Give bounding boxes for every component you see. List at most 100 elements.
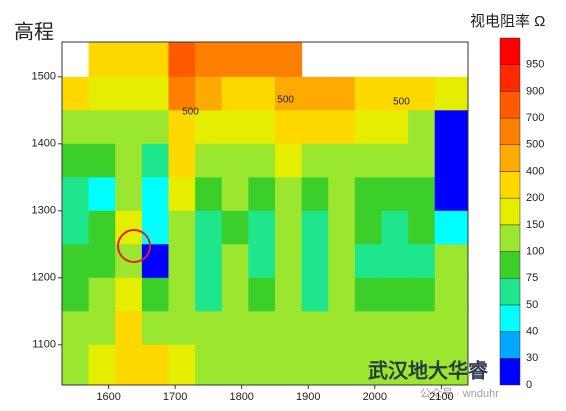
cell [434, 244, 469, 279]
cell [88, 210, 116, 245]
colorbar-title: 视电阻率 Ω [470, 13, 545, 30]
cell [408, 277, 436, 312]
cell [274, 76, 303, 111]
colorbar-box [499, 251, 521, 279]
x-tick-label: 2000 [363, 391, 387, 403]
cell [115, 42, 143, 78]
cell [168, 110, 196, 145]
cell [301, 76, 329, 111]
cell [62, 210, 90, 245]
cell [168, 42, 196, 78]
cell [354, 143, 382, 178]
cell [141, 277, 169, 312]
contour-label: 500 [182, 106, 199, 117]
cell [195, 110, 223, 145]
cell [248, 277, 276, 312]
cell [381, 210, 409, 245]
colorbar-label: 400 [526, 165, 544, 177]
cell [301, 311, 329, 346]
cell [62, 110, 90, 145]
colorbar-label: 900 [526, 85, 544, 97]
cell [434, 311, 469, 346]
cell [328, 177, 356, 212]
cell [274, 143, 303, 178]
cell [141, 42, 169, 78]
colorbar-label: 500 [526, 139, 544, 151]
cell [328, 277, 356, 312]
cell [248, 143, 276, 178]
cell [274, 110, 303, 145]
colorbar-box [499, 197, 521, 226]
cell [248, 311, 276, 346]
colorbar-label: 700 [526, 112, 544, 124]
colorbar-box [499, 64, 521, 92]
colorbar-box [499, 277, 521, 306]
x-tick-label: 1700 [163, 391, 187, 403]
x-tick-label: 1900 [296, 391, 320, 403]
cell [274, 42, 303, 78]
cell [141, 76, 169, 111]
cell [248, 210, 276, 245]
cell [381, 311, 409, 346]
colorbar-box [499, 331, 521, 359]
colorbar-label: 0 [526, 379, 532, 391]
cell [381, 344, 409, 386]
cell [354, 244, 382, 279]
cell [354, 344, 382, 386]
cell [195, 244, 223, 279]
cell [408, 210, 436, 245]
cell [195, 210, 223, 245]
cell [274, 311, 303, 346]
cell [168, 244, 196, 279]
cell [434, 344, 469, 386]
cell [115, 110, 143, 145]
cell [274, 210, 303, 245]
cell [434, 210, 469, 245]
cell [301, 177, 329, 212]
cell [328, 110, 356, 145]
cell [88, 143, 116, 178]
cell [301, 143, 329, 178]
x-tick-label: 1800 [229, 391, 253, 403]
cell [354, 110, 382, 145]
cell [221, 277, 249, 312]
cell [141, 344, 169, 386]
cell [115, 277, 143, 312]
colorbar-label: 75 [526, 272, 538, 284]
cell [301, 344, 329, 386]
cell [221, 110, 249, 145]
colorbar-label: 950 [526, 59, 544, 71]
colorbar-label: 200 [526, 192, 544, 204]
cell [195, 177, 223, 212]
y-tick-label: 1300 [32, 205, 56, 217]
y-tick-label: 1200 [32, 272, 56, 284]
cell [408, 177, 436, 212]
watermark: 武汉地大华睿 [368, 358, 489, 382]
cell [115, 311, 143, 346]
cell [115, 344, 143, 386]
cell [168, 311, 196, 346]
y-axis-label: 高程 [14, 20, 54, 43]
cell [274, 244, 303, 279]
cell [248, 76, 276, 111]
cell [62, 277, 90, 312]
cell [434, 76, 469, 111]
cell [195, 42, 223, 78]
colorbar-box [499, 304, 521, 332]
cell [221, 177, 249, 212]
cell [381, 277, 409, 312]
cell [141, 210, 169, 245]
plot-frame [61, 41, 469, 386]
cell [381, 110, 409, 145]
colorbar-box [499, 91, 521, 119]
colorbar-box [499, 171, 521, 199]
cell [88, 344, 116, 386]
colorbar-label: 40 [526, 326, 538, 338]
watermark-sub: 公众号 · wnduhr [420, 387, 499, 400]
cell [354, 210, 382, 245]
colorbar-label: 50 [526, 299, 538, 311]
colorbar-label: 30 [526, 352, 538, 364]
cell [301, 110, 329, 145]
cell [88, 244, 116, 279]
